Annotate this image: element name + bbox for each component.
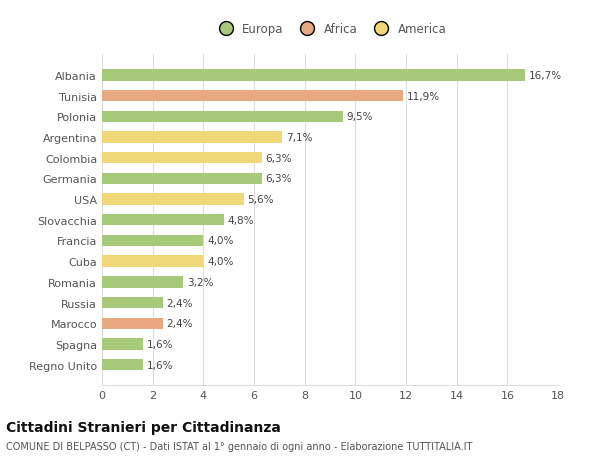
Bar (102, 215, 224, 226)
Bar (102, 359, 143, 370)
Bar (102, 112, 343, 123)
Bar (102, 277, 183, 288)
Text: 6,3%: 6,3% (265, 153, 292, 163)
Text: 4,0%: 4,0% (207, 236, 233, 246)
Text: 6,3%: 6,3% (265, 174, 292, 184)
Text: 7,1%: 7,1% (286, 133, 312, 143)
Bar (102, 339, 143, 350)
Bar (102, 318, 163, 329)
Bar (102, 235, 203, 246)
Bar (102, 297, 163, 308)
Text: Cittadini Stranieri per Cittadinanza: Cittadini Stranieri per Cittadinanza (6, 420, 281, 434)
Bar (102, 174, 262, 185)
Text: COMUNE DI BELPASSO (CT) - Dati ISTAT al 1° gennaio di ogni anno - Elaborazione T: COMUNE DI BELPASSO (CT) - Dati ISTAT al … (6, 441, 472, 451)
Text: 2,4%: 2,4% (167, 298, 193, 308)
Bar (102, 256, 203, 267)
Text: 3,2%: 3,2% (187, 277, 214, 287)
Text: 16,7%: 16,7% (529, 71, 562, 81)
Legend: Europa, Africa, America: Europa, Africa, America (209, 18, 451, 40)
Bar (102, 91, 403, 102)
Bar (102, 70, 525, 81)
Text: 5,6%: 5,6% (248, 195, 274, 205)
Text: 1,6%: 1,6% (146, 360, 173, 370)
Bar (102, 194, 244, 205)
Bar (102, 132, 282, 143)
Text: 2,4%: 2,4% (167, 319, 193, 329)
Bar (102, 153, 262, 164)
Text: 9,5%: 9,5% (346, 112, 373, 122)
Text: 11,9%: 11,9% (407, 91, 440, 101)
Text: 4,8%: 4,8% (227, 215, 254, 225)
Text: 1,6%: 1,6% (146, 339, 173, 349)
Text: 4,0%: 4,0% (207, 257, 233, 267)
